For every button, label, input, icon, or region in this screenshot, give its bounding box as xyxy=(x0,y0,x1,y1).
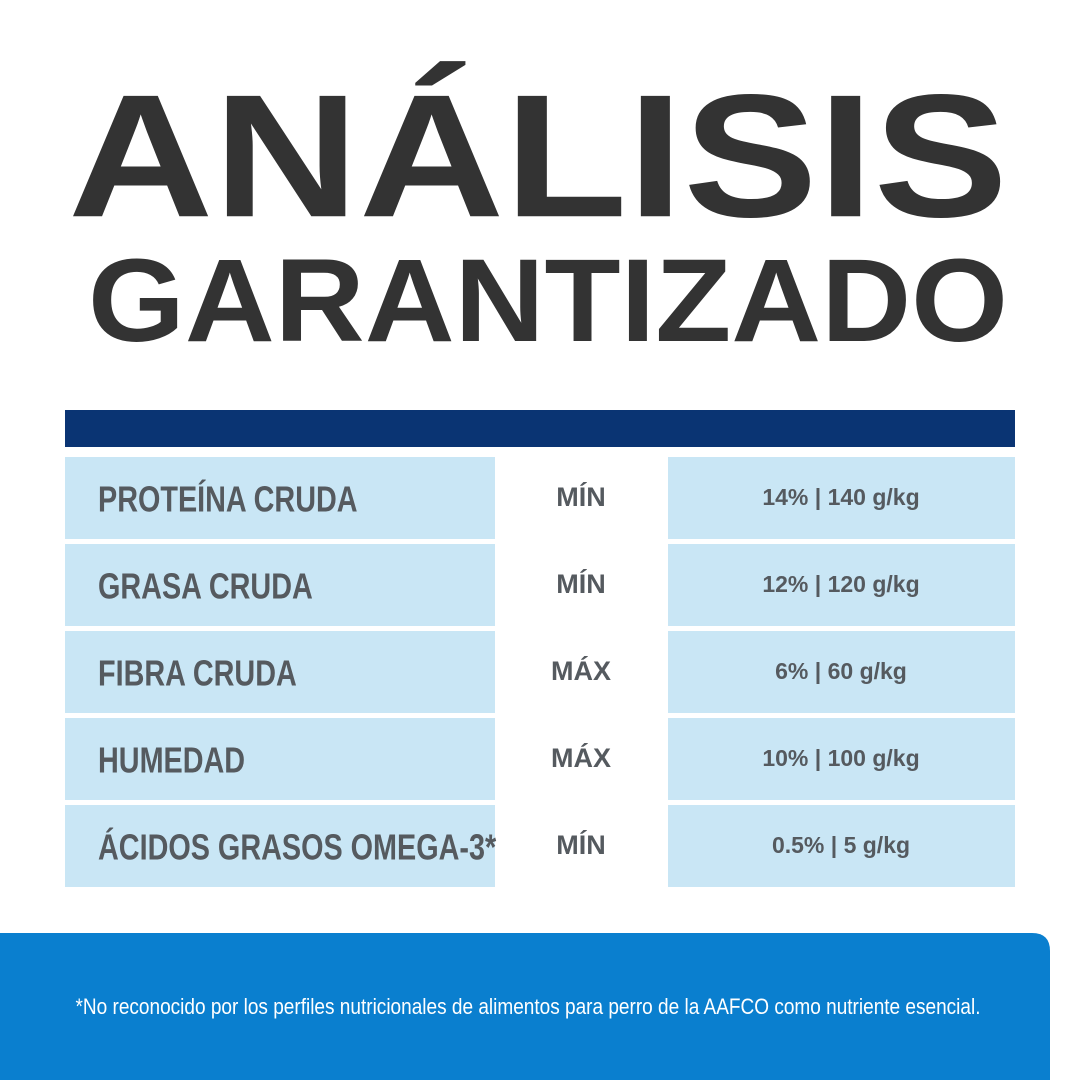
amount-label: 6% | 60 g/kg xyxy=(775,658,907,684)
nutrient-label: HUMEDAD xyxy=(98,739,245,780)
limit-label: MÁX xyxy=(551,655,611,686)
title: GARANTIZADO xyxy=(88,235,1008,367)
table: PROTEÍNA CRUDA MÍN 14% | 140 g/kg GRASA CRU… xyxy=(65,457,1015,887)
value-cell xyxy=(668,457,1015,539)
amount-label: 12% | 120 g/kg xyxy=(762,571,919,597)
value-cell xyxy=(668,544,1015,626)
footer-band xyxy=(0,933,1050,1080)
label-cell xyxy=(65,805,495,887)
footnote: *No reconocido por los perfiles nutricio… xyxy=(76,994,981,1019)
title: ANÁLISIS xyxy=(68,59,1008,254)
value-cell xyxy=(668,805,1015,887)
amount-label: 0.5% | 5 g/kg xyxy=(772,832,910,858)
nutrient-label: GRASA CRUDA xyxy=(98,565,313,606)
label-cell xyxy=(65,631,495,713)
nutrient-label: ÁCIDOS GRASOS OMEGA-3* xyxy=(98,826,496,867)
header-bar xyxy=(65,410,1015,447)
value-cell xyxy=(668,718,1015,800)
limit-label: MÁX xyxy=(551,742,611,773)
label-cell xyxy=(65,718,495,800)
label-cell xyxy=(65,544,495,626)
amount-label: 10% | 100 g/kg xyxy=(762,745,919,771)
limit-label: MÍN xyxy=(556,829,606,860)
label-cell xyxy=(65,457,495,539)
nutrient-label: PROTEÍNA CRUDA xyxy=(98,478,358,519)
limit-label: MÍN xyxy=(556,481,606,512)
amount-label: 14% | 140 g/kg xyxy=(762,484,919,510)
value-cell xyxy=(668,631,1015,713)
nutrient-label: FIBRA CRUDA xyxy=(98,652,297,693)
limit-label: MÍN xyxy=(556,568,606,599)
